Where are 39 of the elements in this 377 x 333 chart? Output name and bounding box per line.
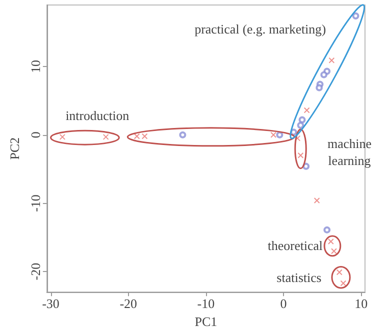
point xyxy=(134,133,140,140)
y-tick-label: 0 xyxy=(28,132,43,138)
point xyxy=(59,134,66,140)
point xyxy=(352,12,360,20)
annotation: theoretical xyxy=(268,238,323,254)
point xyxy=(298,152,304,158)
annotation: statistics xyxy=(276,270,322,286)
annotation: introduction xyxy=(66,108,130,124)
x-tick-label: -10 xyxy=(197,296,215,312)
y-axis-title: PC2 xyxy=(7,137,22,160)
point xyxy=(304,107,310,114)
x-tick-label: -30 xyxy=(42,296,60,312)
point xyxy=(179,131,186,138)
x-tick-label: 0 xyxy=(280,296,287,312)
y-tick-label: 10 xyxy=(28,60,43,74)
point xyxy=(298,116,306,124)
point xyxy=(302,162,310,170)
y-tick-label: -20 xyxy=(28,262,43,280)
point xyxy=(297,122,304,129)
point xyxy=(328,238,334,245)
point xyxy=(314,198,320,204)
point xyxy=(316,84,323,92)
point xyxy=(330,248,337,254)
point xyxy=(323,226,330,234)
point xyxy=(340,280,346,286)
point xyxy=(276,131,284,138)
point xyxy=(320,71,328,78)
y-tick-label: -10 xyxy=(28,194,43,212)
point xyxy=(336,269,342,276)
annotation: practical (e.g. marketing) xyxy=(194,21,326,36)
x-tick-label: 10 xyxy=(354,296,368,312)
x-axis-title: PC1 xyxy=(194,314,218,329)
point xyxy=(294,135,300,142)
annotation: machine learning xyxy=(327,136,372,168)
x-tick-label: -20 xyxy=(120,296,138,312)
point xyxy=(102,134,109,140)
point xyxy=(270,132,276,138)
point xyxy=(328,57,335,64)
point xyxy=(142,133,148,140)
